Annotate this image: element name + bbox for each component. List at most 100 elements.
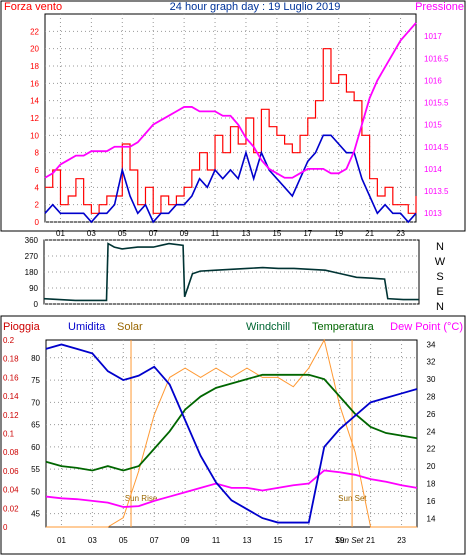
rain-y-tick: 0.04 (3, 486, 19, 495)
wind-y-tick: 2 (35, 201, 40, 210)
wind-x-tick: 15 (272, 229, 281, 238)
pressure-y-tick: 1013 (424, 209, 442, 218)
wind-speed-series (45, 48, 417, 214)
temperature-plot: 0 0.02 0.04 0.06 0.08 0.1 0.12 0.14 0.16 0.18 0.2 4… (3, 336, 436, 545)
direction-y-tick: 90 (29, 284, 38, 293)
dewpoint-series (45, 469, 418, 508)
solar-legend: Solar (117, 321, 143, 333)
temperature-legend: Temperatura (312, 321, 375, 333)
rain-y-tick: 0.1 (3, 430, 15, 439)
compass-label: N (436, 301, 444, 313)
temperature-y-tick: 26 (427, 410, 436, 419)
humidity-y-tick: 60 (31, 443, 40, 452)
rain-y-tick: 0.14 (3, 392, 19, 401)
panel-temp-frame (0, 315, 466, 555)
pressure-y-tick: 1016 (424, 76, 442, 85)
rain-y-tick: 0.08 (3, 448, 19, 457)
temp-x-tick: 13 (243, 536, 252, 545)
rain-y-tick: 0.06 (3, 467, 19, 476)
temperature-y-tick: 34 (427, 340, 436, 349)
humidity-y-tick: 80 (31, 354, 40, 363)
humidity-series (45, 343, 418, 524)
temp-x-tick: 15 (273, 536, 282, 545)
pressure-y-tick: 1017 (424, 32, 442, 41)
direction-y-tick: 0 (34, 300, 39, 309)
pressure-axis-label: Pressione (415, 1, 464, 13)
solar-series (46, 338, 417, 528)
rain-legend: Pioggia (3, 321, 41, 333)
windchill-legend: Windchill (246, 321, 290, 333)
wind-x-tick: 17 (303, 229, 312, 238)
wind-y-tick: 0 (35, 218, 40, 227)
rain-y-tick: 0.18 (3, 355, 19, 364)
wind-y-tick: 6 (35, 166, 40, 175)
dewpoint-legend: Dew Point (°C) (390, 321, 463, 333)
temp-x-tick: 05 (119, 536, 128, 545)
wind-y-tick: 8 (35, 149, 40, 158)
wind-x-tick: 09 (180, 229, 189, 238)
pressure-series (44, 22, 417, 179)
wind-y-tick: 10 (30, 131, 39, 140)
sunset-label: Sun Set (338, 494, 367, 503)
wind-plot-area (44, 13, 417, 223)
direction-y-tick: 270 (25, 252, 39, 261)
direction-y-tick: 180 (25, 268, 39, 277)
temp-x-tick: 07 (150, 536, 159, 545)
compass-label: E (436, 286, 443, 298)
humidity-y-tick: 75 (31, 376, 40, 385)
temperature-y-tick: 14 (427, 514, 436, 523)
wind-y-tick: 4 (35, 183, 40, 192)
wind-plot: 0 2 4 6 8 10 12 14 16 18 20 22 1013 1013.5 1014 1014.5 1… (30, 13, 449, 238)
direction-y-tick: 360 (25, 236, 39, 245)
wind-y-tick: 18 (30, 62, 39, 71)
temp-x-tick: 09 (181, 536, 190, 545)
direction-series (43, 242, 419, 302)
temp-x-tick: 21 (366, 536, 375, 545)
compass-label: N (436, 241, 444, 253)
pressure-y-tick: 1014.5 (424, 143, 449, 152)
wind-axis-label: Forza vento (4, 1, 62, 13)
humidity-y-tick: 70 (31, 398, 40, 407)
pressure-y-tick: 1014 (424, 165, 442, 174)
sunset-tick: Sun Set (335, 536, 364, 545)
temp-x-tick: 19 (335, 536, 344, 545)
temp-x-tick: 11 (212, 536, 221, 545)
temperature-y-tick: 28 (427, 393, 436, 402)
temperature-y-tick: 18 (427, 480, 436, 489)
rain-y-tick: 0.16 (3, 373, 19, 382)
temp-x-tick: 01 (57, 536, 66, 545)
humidity-y-tick: 55 (31, 465, 40, 474)
wind-x-tick: 23 (396, 229, 405, 238)
wind-y-tick: 16 (30, 79, 39, 88)
rain-y-tick: 0.02 (3, 504, 19, 513)
pressure-y-tick: 1016.5 (424, 54, 449, 63)
graph-title: 24 hour graph day : 19 Luglio 2019 (170, 1, 341, 13)
compass-label: S (436, 271, 443, 283)
pressure-y-tick: 1013.5 (424, 187, 449, 196)
temperature-y-tick: 30 (427, 375, 436, 384)
humidity-legend: Umidita (68, 321, 106, 333)
temperature-y-tick: 16 (427, 497, 436, 506)
compass-label: W (435, 256, 446, 268)
temperature-y-tick: 22 (427, 445, 436, 454)
temperature-y-tick: 24 (427, 427, 436, 436)
humidity-y-tick: 65 (31, 421, 40, 430)
temperature-series (45, 373, 418, 472)
wind-x-tick: 05 (118, 229, 127, 238)
wind-x-tick: 11 (211, 229, 220, 238)
pressure-y-tick: 1015.5 (424, 99, 449, 108)
rain-y-tick: 0.2 (3, 336, 15, 345)
wind-x-tick: 19 (334, 229, 343, 238)
wind-y-tick: 22 (30, 27, 39, 36)
temperature-y-tick: 32 (427, 358, 436, 367)
wind-y-tick: 14 (30, 97, 39, 106)
humidity-y-tick: 45 (31, 510, 40, 519)
pressure-y-tick: 1015 (424, 121, 442, 130)
humidity-y-tick: 50 (31, 487, 40, 496)
temp-x-tick: 03 (88, 536, 97, 545)
temp-x-tick: 17 (304, 536, 313, 545)
rain-y-tick: 0.12 (3, 411, 19, 420)
rain-y-tick: 0 (3, 523, 8, 532)
